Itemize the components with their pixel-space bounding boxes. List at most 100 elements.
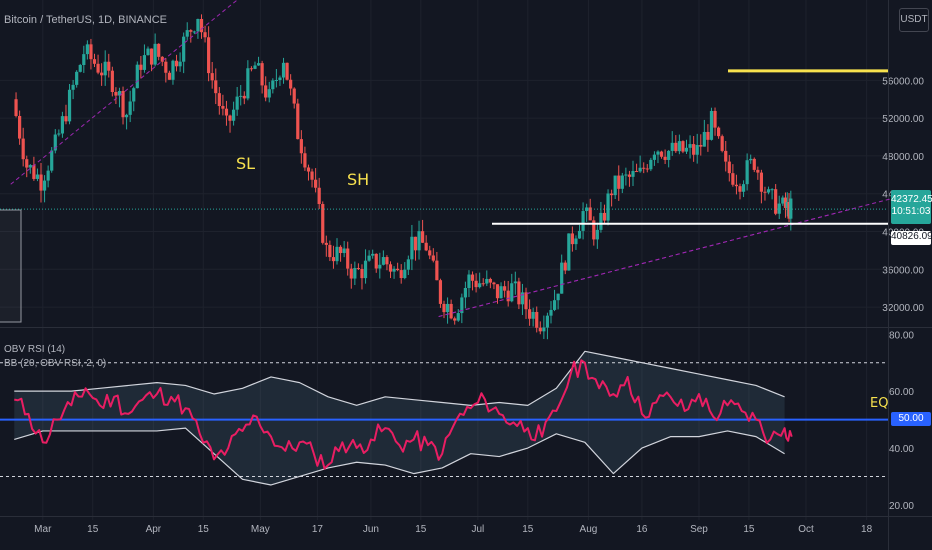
candle-body: [570, 233, 574, 245]
bb-lower-line: [14, 427, 785, 486]
candle-body: [89, 44, 93, 60]
candle-body: [228, 115, 232, 121]
candle-body: [328, 244, 332, 258]
x-tick-label: Apr: [146, 524, 162, 535]
candle-body: [734, 184, 739, 187]
obv-rsi-legend[interactable]: OBV RSI (14): [4, 344, 66, 355]
candle-body: [545, 315, 550, 328]
candle-body: [535, 311, 539, 328]
candle-body: [738, 186, 742, 192]
candle-body: [463, 288, 467, 298]
candle-body: [271, 80, 275, 90]
candle-body: [321, 204, 325, 243]
candle-body: [506, 290, 510, 302]
candle-body: [363, 260, 368, 279]
candle-body: [242, 95, 246, 99]
eq-level-label: 50.00: [891, 412, 931, 426]
candle-body: [674, 142, 678, 152]
candle-body: [317, 187, 321, 205]
candle-body: [285, 62, 289, 80]
candle-body: [374, 253, 378, 269]
candle-body: [75, 71, 79, 85]
candle-body: [449, 303, 453, 319]
candle-body: [488, 278, 492, 283]
last-price-label: 42372.45 10:51:03: [891, 190, 932, 224]
candle-body: [435, 260, 439, 281]
candle-body: [724, 150, 728, 162]
candle-body: [606, 193, 610, 221]
candle-body: [692, 144, 696, 155]
candle-body: [335, 246, 339, 262]
candle-body: [67, 89, 72, 122]
candle-body: [342, 248, 346, 254]
candle-body: [50, 150, 54, 171]
candle-body: [592, 220, 596, 240]
candle-body: [638, 167, 642, 172]
symbol-title: Bitcoin / TetherUS, 1D, BINANCE: [4, 14, 168, 26]
candle-body: [663, 156, 667, 160]
support-level-label: 40826.09: [891, 231, 932, 245]
candle-body: [353, 268, 357, 279]
candle-body: [46, 170, 50, 181]
candle-body: [478, 283, 482, 288]
osc-y-tick-label: 80.00: [889, 330, 914, 341]
candle-body: [14, 99, 18, 116]
candle-body: [274, 79, 278, 81]
candle-body: [396, 268, 400, 271]
candle-body: [574, 238, 578, 245]
candle-body: [256, 63, 261, 66]
candle-body: [481, 283, 485, 285]
candle-body: [667, 150, 671, 160]
candle-body: [57, 133, 61, 135]
candle-body: [349, 268, 353, 279]
candle-body: [221, 106, 225, 109]
candle-body: [149, 48, 154, 65]
candle-body: [249, 68, 254, 70]
candle-body: [378, 264, 382, 269]
candle-body: [235, 96, 239, 110]
candle-body: [542, 327, 546, 332]
x-tick-label: May: [251, 524, 270, 535]
candle-body: [627, 174, 632, 177]
x-tick-label: 15: [198, 524, 210, 535]
candle-body: [239, 95, 243, 97]
candle-body: [296, 103, 300, 140]
candle-body: [620, 175, 624, 189]
candle-body: [196, 18, 200, 32]
candle-body: [25, 159, 29, 168]
candle-body: [253, 65, 257, 69]
candle-body: [688, 144, 692, 148]
candle-body: [306, 167, 311, 172]
candle-body: [103, 61, 107, 76]
candle-body: [599, 212, 603, 230]
candle-body: [431, 255, 435, 261]
candle-body: [21, 138, 25, 160]
candle-body: [709, 110, 714, 140]
x-tick-label: Aug: [580, 524, 598, 535]
candle-body: [224, 108, 229, 116]
candle-body: [538, 327, 542, 332]
x-tick-label: 18: [861, 524, 873, 535]
candle-body: [474, 280, 478, 288]
candle-body: [157, 43, 161, 57]
candle-body: [442, 303, 446, 313]
currency-badge[interactable]: USDT: [899, 8, 929, 32]
x-tick-label: Mar: [34, 524, 52, 535]
candle-body: [107, 61, 111, 71]
candle-body: [189, 30, 193, 32]
candle-body: [549, 309, 553, 316]
candle-body: [585, 207, 589, 212]
candle-body: [338, 246, 343, 254]
candle-body: [453, 318, 457, 321]
candle-body: [445, 303, 450, 313]
candle-body: [281, 62, 286, 78]
candle-body: [100, 72, 104, 76]
candle-body: [299, 139, 303, 154]
candle-body: [642, 167, 646, 169]
x-tick-label: 15: [743, 524, 755, 535]
bb-legend[interactable]: BB (20, OBV RSI, 2, 0): [4, 358, 107, 369]
candle-body: [631, 171, 635, 177]
candle-body: [745, 160, 749, 185]
